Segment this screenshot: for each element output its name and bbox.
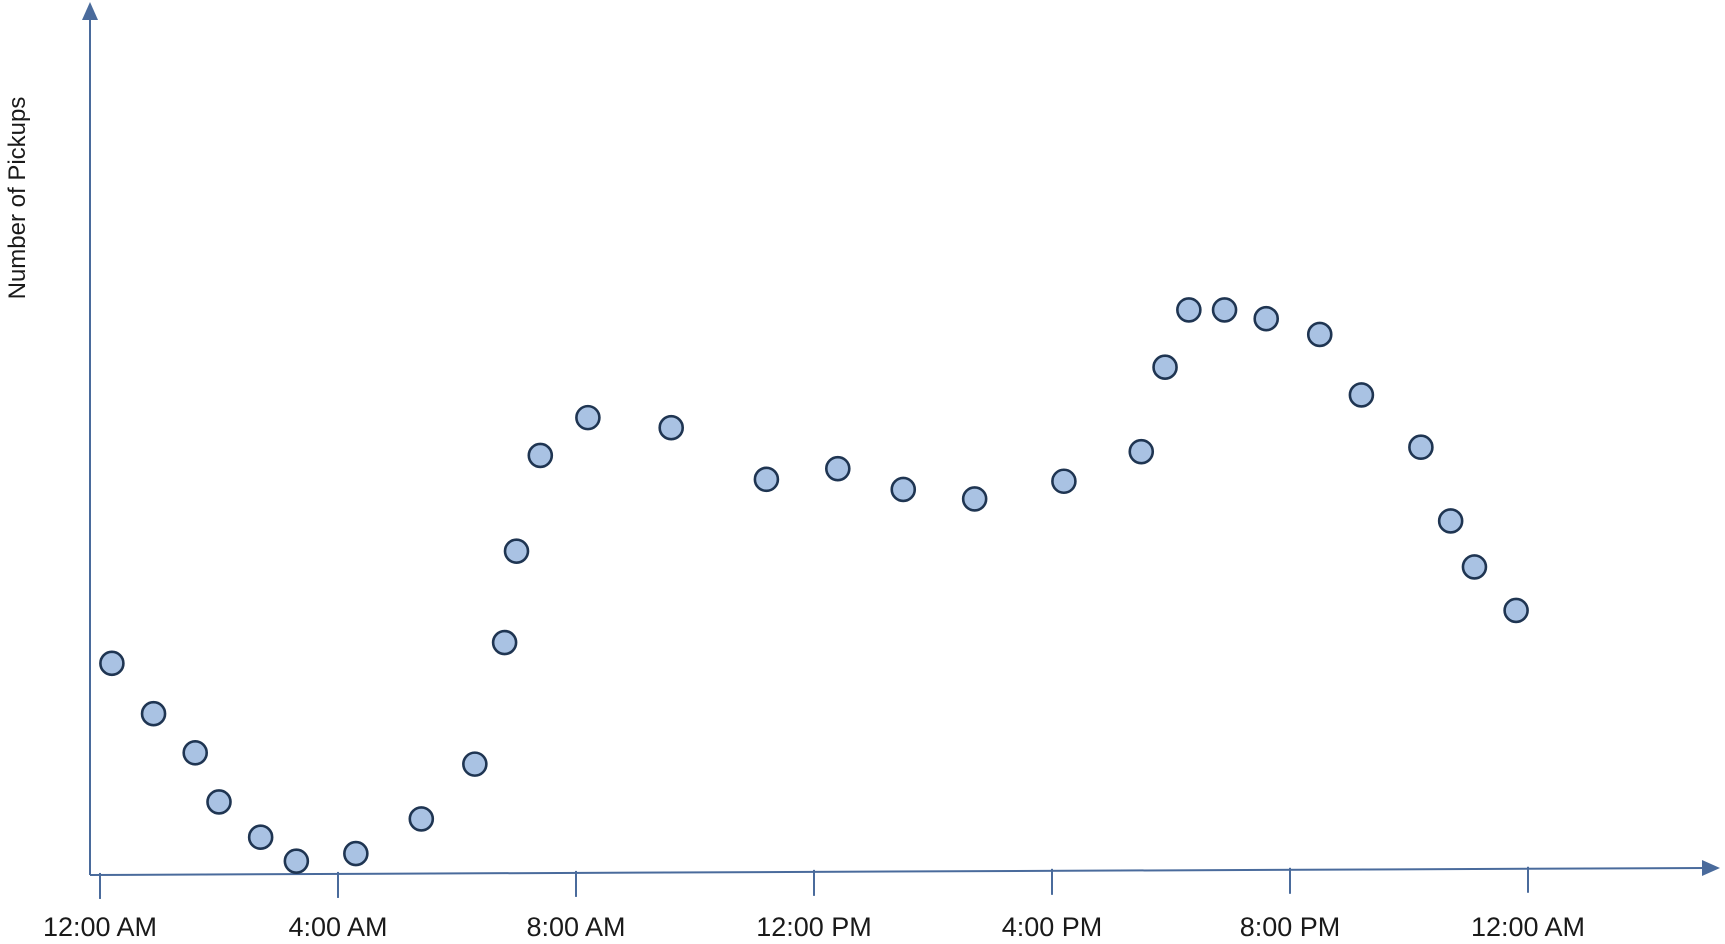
x-tick-label-3: 12:00 PM bbox=[756, 912, 872, 942]
data-point-28 bbox=[1461, 554, 1488, 580]
data-point-6 bbox=[343, 840, 369, 867]
data-point-24 bbox=[1306, 321, 1333, 348]
data-point-22 bbox=[1211, 297, 1238, 323]
x-axis-line bbox=[89, 867, 1707, 876]
data-points bbox=[99, 297, 1529, 874]
axes bbox=[82, 2, 1720, 876]
data-point-27 bbox=[1437, 508, 1464, 534]
y-axis-arrowhead bbox=[82, 2, 98, 20]
data-point-3 bbox=[206, 789, 232, 815]
x-axis-ticks bbox=[99, 866, 1529, 899]
data-point-25 bbox=[1348, 382, 1375, 408]
data-point-23 bbox=[1253, 305, 1279, 332]
data-point-20 bbox=[1152, 354, 1178, 381]
data-point-2 bbox=[182, 739, 208, 766]
data-point-18 bbox=[1051, 468, 1077, 495]
x-axis-tick-labels: 12:00 AM 4:00 AM 8:00 AM 12:00 PM 4:00 PM 8:0… bbox=[43, 912, 1585, 942]
x-tick-label-5: 8:00 PM bbox=[1240, 912, 1341, 942]
data-point-0 bbox=[99, 650, 125, 677]
data-point-17 bbox=[961, 486, 988, 512]
data-point-4 bbox=[247, 824, 274, 851]
y-axis-title: Number of Pickups bbox=[4, 97, 31, 300]
data-point-5 bbox=[283, 848, 310, 874]
data-point-11 bbox=[527, 442, 554, 469]
data-point-21 bbox=[1176, 297, 1202, 323]
data-point-10 bbox=[503, 538, 530, 564]
data-point-26 bbox=[1408, 434, 1434, 461]
x-tick-label-4: 4:00 PM bbox=[1002, 912, 1103, 942]
x-tick-label-1: 4:00 AM bbox=[288, 912, 387, 942]
data-point-7 bbox=[408, 806, 435, 832]
data-point-1 bbox=[140, 700, 167, 727]
data-point-29 bbox=[1503, 597, 1529, 624]
x-tick-label-2: 8:00 AM bbox=[526, 912, 625, 942]
x-tick-label-6: 12:00 AM bbox=[1471, 912, 1585, 942]
data-point-19 bbox=[1128, 438, 1155, 465]
data-point-8 bbox=[462, 751, 488, 777]
x-axis-arrowhead bbox=[1702, 860, 1720, 876]
data-point-13 bbox=[658, 414, 685, 441]
data-point-12 bbox=[575, 404, 601, 431]
data-point-9 bbox=[491, 629, 518, 656]
data-point-14 bbox=[753, 466, 780, 493]
x-tick-label-0: 12:00 AM bbox=[43, 912, 157, 942]
data-point-16 bbox=[890, 476, 917, 503]
data-point-15 bbox=[824, 455, 851, 482]
